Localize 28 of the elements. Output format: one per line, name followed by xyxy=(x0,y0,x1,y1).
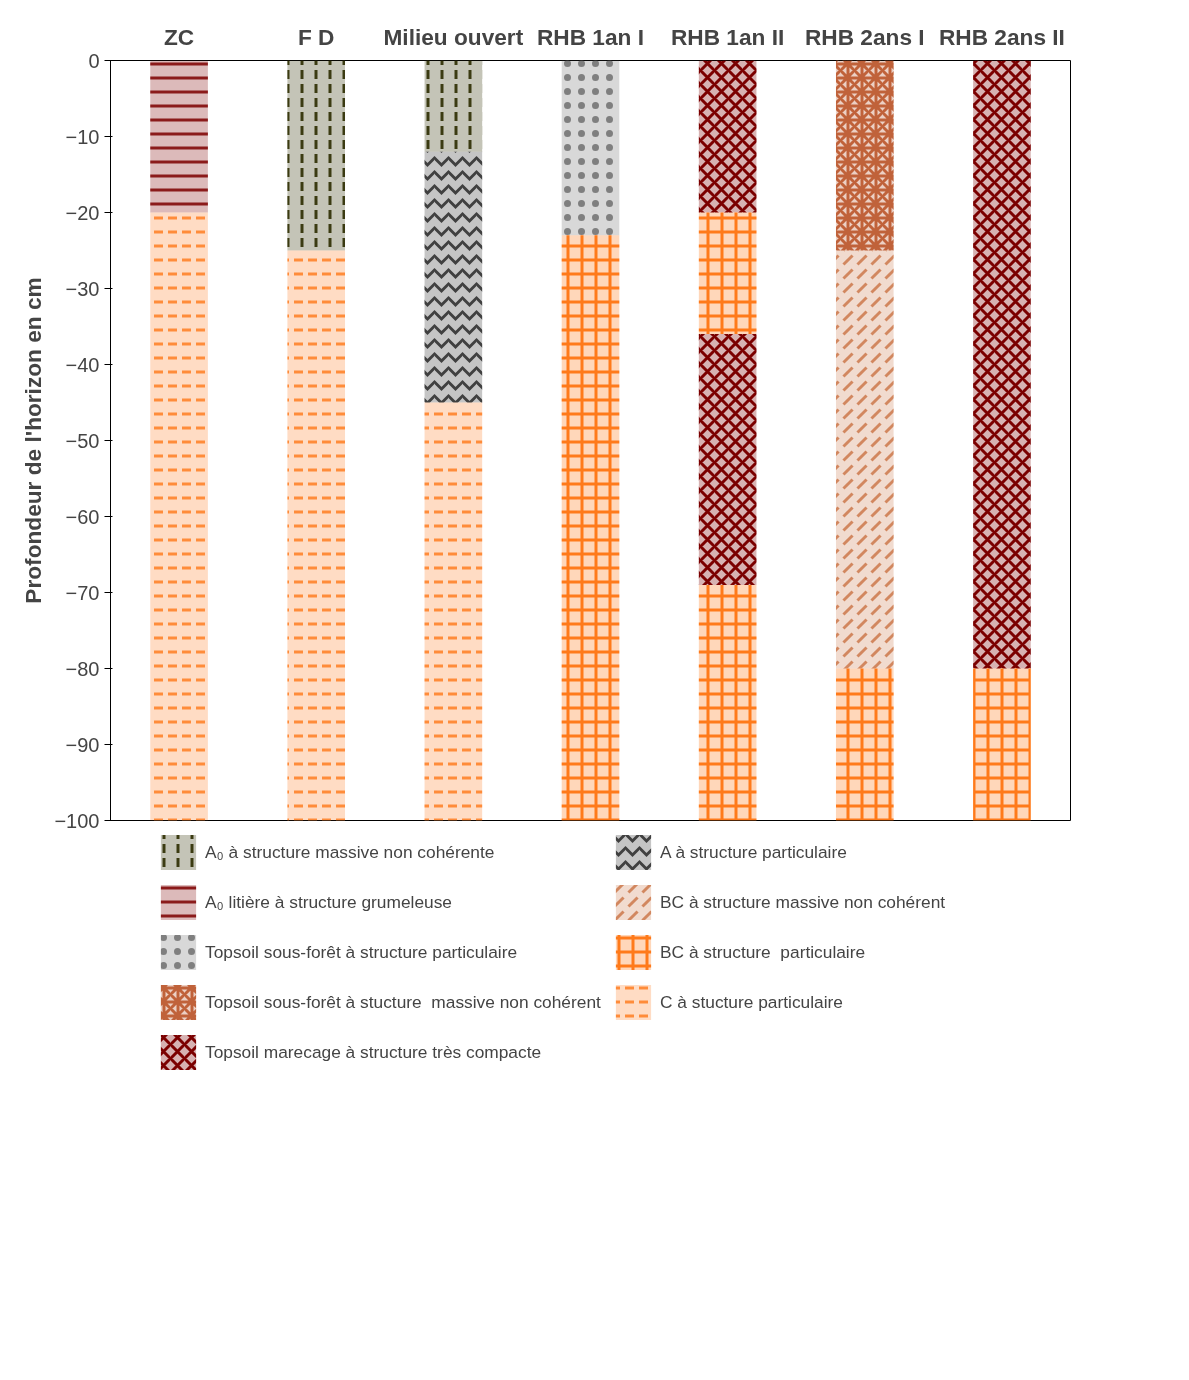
y-tick-label: −10 xyxy=(65,125,100,148)
y-tick-label: −30 xyxy=(65,277,100,300)
x-tick-label: F D xyxy=(297,23,335,50)
x-tick-label: RHB 2ans II xyxy=(938,23,1065,50)
x-tick-label: Milieu ouvert xyxy=(383,23,524,50)
y-tick-label: −100 xyxy=(54,809,100,832)
y-tick-label: −60 xyxy=(65,505,100,528)
legend-label: BC à structure particulaire xyxy=(660,941,867,963)
legend-label: C à stucture particulaire xyxy=(660,991,844,1013)
y-tick-label: −20 xyxy=(65,201,100,224)
legend-label: BC à structure massive non cohérent xyxy=(660,891,947,913)
legend-label: Topsoil sous-forêt à structure particulaire xyxy=(205,941,519,963)
y-tick-label: 0 xyxy=(88,49,100,72)
legend-label: A₀ à structure massive non cohérente xyxy=(205,841,496,863)
legend-label: Topsoil sous-forêt à stucture massive non cohérent xyxy=(205,991,602,1013)
y-tick-label: −80 xyxy=(65,657,100,680)
y-tick-label: −50 xyxy=(65,429,100,452)
legend-label: Topsoil marecage à structure très compacte xyxy=(205,1041,543,1063)
legend-label: A à structure particulaire xyxy=(660,841,848,863)
x-tick-label: ZC xyxy=(163,23,195,50)
x-tick-label: RHB 2ans I xyxy=(804,23,925,50)
x-tick-label: RHB 1an I xyxy=(537,23,645,50)
y-tick-label: −40 xyxy=(65,353,100,376)
y-tick-label: −70 xyxy=(65,581,100,604)
y-axis-title: Profondeur de l'horizon en cm xyxy=(20,277,47,604)
legend-label: A₀ litière à structure grumeleuse xyxy=(205,891,453,913)
x-tick-label: RHB 1an II xyxy=(670,23,785,50)
y-tick-label: −90 xyxy=(65,733,100,756)
